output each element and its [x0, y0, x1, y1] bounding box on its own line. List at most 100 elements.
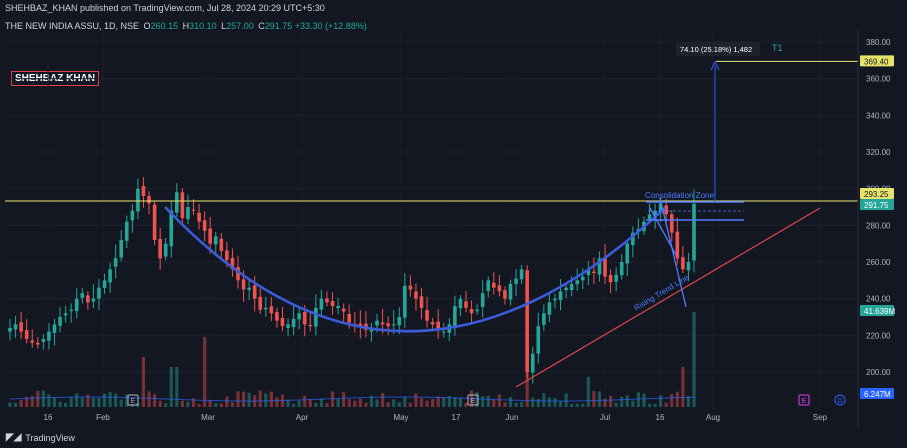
candle-body [675, 231, 680, 259]
volume-bar [447, 396, 451, 407]
y-tick-label: 240.00 [866, 295, 891, 304]
volume-bar [553, 398, 557, 407]
volume-bar [597, 391, 602, 407]
change-value: +33.30 (+12.88%) [294, 21, 367, 31]
flag-line [659, 197, 687, 308]
volume-bar [403, 396, 407, 407]
volume-bar [191, 398, 196, 407]
volume-bar [636, 392, 640, 407]
volume-bar [570, 403, 574, 407]
volume-bar [180, 400, 184, 407]
volume-bar [158, 400, 162, 407]
volume-bar [631, 400, 635, 407]
y-tick-label: 380.00 [866, 38, 891, 47]
volume-bar [653, 403, 657, 407]
candle-body [514, 278, 518, 284]
volume-bar [108, 391, 112, 407]
y-tick-label: 360.00 [866, 75, 891, 84]
volume-bar [497, 394, 501, 407]
volume-bar [508, 397, 513, 407]
dividend-marker-circle [834, 394, 846, 406]
volume-bar [414, 393, 418, 407]
candle-body [269, 306, 274, 314]
volume-bar [319, 398, 324, 407]
volume-ma-line [9, 396, 695, 402]
candle-body [375, 320, 379, 326]
volume-bar [536, 398, 540, 407]
x-tick-label: May [393, 413, 408, 422]
candle-body [464, 301, 468, 308]
volume-bar [486, 395, 490, 407]
candle-body [152, 204, 157, 240]
x-tick-label: 17 [452, 413, 461, 422]
volume-bar [353, 400, 357, 407]
candle-body [480, 293, 485, 307]
candle-body [80, 293, 85, 298]
volume-bar [392, 399, 396, 407]
volume-bar [147, 391, 151, 407]
target-price-label-box [860, 55, 894, 67]
candle-body [647, 214, 652, 220]
resistance-price-label: 293.25 [864, 190, 889, 199]
candle-body [325, 298, 329, 303]
volume-bar [664, 402, 668, 407]
volume-bar [175, 367, 179, 407]
volume-bar [464, 402, 468, 407]
candle-body [91, 298, 96, 302]
volume-bar [25, 397, 29, 407]
volume-bar [41, 390, 45, 407]
candle-body [614, 274, 618, 282]
volume-bar [647, 403, 652, 407]
candle-body [336, 305, 340, 309]
x-tick-label: Jul [600, 413, 610, 422]
measure-arrow-head [710, 60, 720, 71]
candle-body [69, 309, 73, 311]
candle-body [592, 271, 596, 273]
volume-bar [397, 402, 401, 407]
candle-body [97, 287, 101, 299]
volume-bar [592, 390, 596, 407]
y-tick-label: 320.00 [866, 148, 891, 157]
volume-bar [203, 337, 207, 407]
candle-body [486, 280, 491, 291]
last-price-label-box [860, 199, 894, 211]
volume-bar [164, 402, 168, 407]
candle-body [408, 285, 413, 290]
volume-bar [475, 392, 479, 407]
candle-body [275, 312, 279, 321]
candle-body [169, 210, 174, 247]
candle-body [247, 287, 251, 290]
event-marker-box [467, 394, 479, 406]
volume-bar [442, 397, 446, 407]
rising-trend-line [515, 207, 821, 388]
candle-body [414, 291, 418, 299]
candle-body [119, 239, 124, 258]
candle-body [653, 210, 657, 217]
x-tick-label: Mar [201, 413, 215, 422]
candle-body [236, 267, 240, 281]
symbol-label: THE NEW INDIA ASSU, 1D, NSE [5, 21, 140, 31]
volume-bar [520, 401, 524, 407]
volume-bar [58, 401, 62, 407]
volume-bar [542, 393, 546, 407]
measure-label-box [676, 42, 760, 56]
volume-bar [342, 392, 346, 407]
candle-body [102, 280, 107, 288]
target-label: T1 [772, 43, 783, 53]
candle-body [519, 269, 524, 280]
volume-bar [91, 397, 96, 407]
x-tick-label: Sep [813, 413, 828, 422]
candle-body [308, 324, 313, 327]
volume-bar [75, 393, 79, 407]
candle-body [453, 305, 457, 326]
volume-bar [558, 401, 563, 407]
close-key: C [258, 21, 265, 31]
candle-body [669, 214, 674, 233]
volume-bar [603, 398, 607, 407]
volume-bar [8, 402, 12, 407]
x-tick-label: Jun [506, 413, 519, 422]
volume-bars [8, 312, 696, 407]
candle-body [564, 287, 568, 291]
price-axis: 380.00360.00340.00320.00300.00280.00260.… [857, 30, 895, 428]
